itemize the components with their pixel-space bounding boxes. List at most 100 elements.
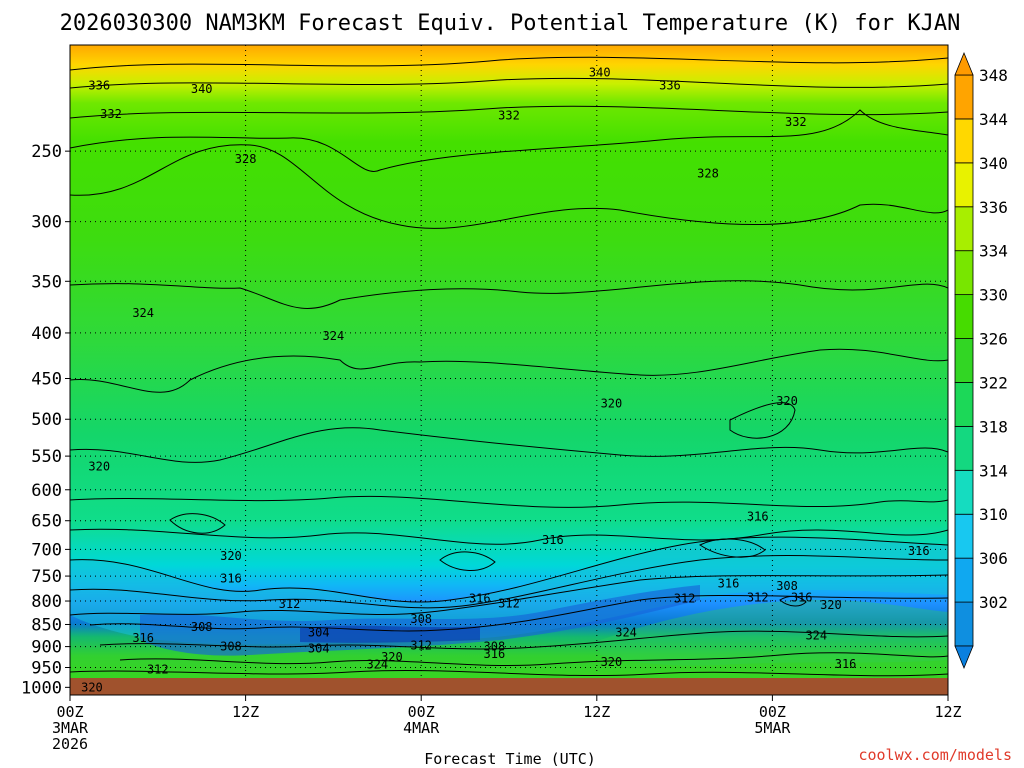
contour-label: 316 xyxy=(747,510,769,524)
ground-surface xyxy=(70,678,948,695)
x-tick-label: 00Z xyxy=(408,703,435,721)
colorbar-swatch xyxy=(954,74,974,120)
colorbar-low-arrow xyxy=(954,645,974,670)
x-tick-label: 5MAR xyxy=(754,719,791,737)
contour-label: 312 xyxy=(674,592,696,606)
colorbar-label: 344 xyxy=(979,110,1008,129)
contour-label: 320 xyxy=(81,680,103,694)
colorbar: 302 306 310 314 318 322 326 330 334 336 340 344 348 xyxy=(954,51,1008,670)
y-tick-label: 900 xyxy=(31,638,62,658)
colorbar-swatch xyxy=(954,513,974,559)
y-tick-label: 600 xyxy=(31,481,62,501)
colorbar-label: 348 xyxy=(979,66,1008,85)
contour-label: 320 xyxy=(381,650,403,664)
contour-label: 316 xyxy=(908,544,930,558)
colorbar-label: 314 xyxy=(979,461,1008,480)
contour-label: 316 xyxy=(791,591,813,605)
y-tick-label: 850 xyxy=(31,615,62,635)
lower-warm-band xyxy=(600,599,948,666)
contour-label: 308 xyxy=(191,620,213,634)
y-tick-label: 1000 xyxy=(21,678,62,698)
y-tick-label: 650 xyxy=(31,512,62,532)
colorbar-swatch xyxy=(954,250,974,296)
contour-label: 324 xyxy=(132,306,154,320)
y-tick-label: 300 xyxy=(31,213,62,233)
chart-title: 2026030300 NAM3KM Forecast Equiv. Potent… xyxy=(60,11,961,36)
colorbar-label: 310 xyxy=(979,505,1008,524)
contour-label: 320 xyxy=(220,549,242,563)
y-tick-label: 700 xyxy=(31,540,62,560)
contour-label: 308 xyxy=(776,579,798,593)
x-tick-label: 12Z xyxy=(934,703,961,721)
colorbar-swatch xyxy=(954,162,974,208)
contour-label: 332 xyxy=(100,107,122,121)
contour-label: 320 xyxy=(776,394,798,408)
colorbar-label: 322 xyxy=(979,373,1008,392)
cold-dry-layer xyxy=(140,585,700,656)
contour-label: 312 xyxy=(747,591,769,605)
contour-label: 316 xyxy=(835,657,857,671)
x-axis-title: Forecast Time (UTC) xyxy=(424,750,596,768)
colorbar-label: 302 xyxy=(979,593,1008,612)
colorbar-label: 334 xyxy=(979,242,1008,261)
colorbar-swatch xyxy=(954,469,974,515)
x-tick-label: 3MAR xyxy=(52,719,89,737)
y-tick-label: 250 xyxy=(31,142,62,162)
x-tick-label: 4MAR xyxy=(403,719,440,737)
y-tick-label: 550 xyxy=(31,447,62,467)
y-tick-label: 800 xyxy=(31,592,62,612)
contour-label: 324 xyxy=(805,628,827,642)
y-tick-label: 950 xyxy=(31,659,62,679)
contour-label: 304 xyxy=(308,626,330,640)
x-tick-label: 2026 xyxy=(52,735,88,753)
contour-label: 308 xyxy=(410,612,432,626)
contour-label: 320 xyxy=(88,460,110,474)
pressure-gridlines xyxy=(70,45,948,695)
credit-text: coolwx.com/models xyxy=(858,746,1012,764)
contour-label: 328 xyxy=(697,167,719,181)
contour-label: 308 xyxy=(220,640,242,654)
contour-label: 320 xyxy=(601,396,623,410)
x-tick-label: 12Z xyxy=(232,703,259,721)
colorbar-label: 336 xyxy=(979,198,1008,217)
colorbar-swatch xyxy=(954,425,974,471)
colorbar-label: 318 xyxy=(979,417,1008,436)
colorbar-swatch xyxy=(954,601,974,647)
contour-label: 316 xyxy=(542,533,564,547)
contour-label: 308 xyxy=(484,640,506,654)
y-axis: 250 300 350 400 450 500 550 600 650 700 750 800 850 9… xyxy=(21,142,70,698)
contour-label: 312 xyxy=(147,663,169,677)
contour-label: 340 xyxy=(589,65,611,79)
colorbar-label: 326 xyxy=(979,330,1008,349)
contour-label: 316 xyxy=(718,577,740,591)
x-tick-label: 00Z xyxy=(759,703,786,721)
colorbar-swatch xyxy=(954,338,974,383)
contour-label: 316 xyxy=(132,631,154,645)
x-tick-label: 12Z xyxy=(583,703,610,721)
colorbar-label: 306 xyxy=(979,549,1008,568)
colorbar-swatch xyxy=(954,557,974,603)
contour-label: 328 xyxy=(235,152,257,166)
contour-label: 312 xyxy=(410,639,432,653)
contour-label: 316 xyxy=(220,572,242,586)
colorbar-swatch xyxy=(954,294,974,339)
contour-label: 332 xyxy=(498,109,520,123)
y-tick-label: 750 xyxy=(31,567,62,587)
colorbar-label: 330 xyxy=(979,286,1008,305)
contour-label: 304 xyxy=(308,641,330,655)
contour-label: 312 xyxy=(498,596,520,610)
y-tick-label: 350 xyxy=(31,272,62,292)
contour-label: 324 xyxy=(366,658,388,672)
y-tick-label: 400 xyxy=(31,324,62,344)
colorbar-swatch xyxy=(954,206,974,252)
contour-label: 316 xyxy=(484,647,506,661)
contour-label: 336 xyxy=(88,79,110,93)
contour-label: 316 xyxy=(469,592,491,606)
contour-label: 320 xyxy=(820,598,842,612)
colorbar-high-arrow xyxy=(954,51,974,76)
contour-label: 324 xyxy=(323,329,345,343)
colorbar-label: 340 xyxy=(979,154,1008,173)
